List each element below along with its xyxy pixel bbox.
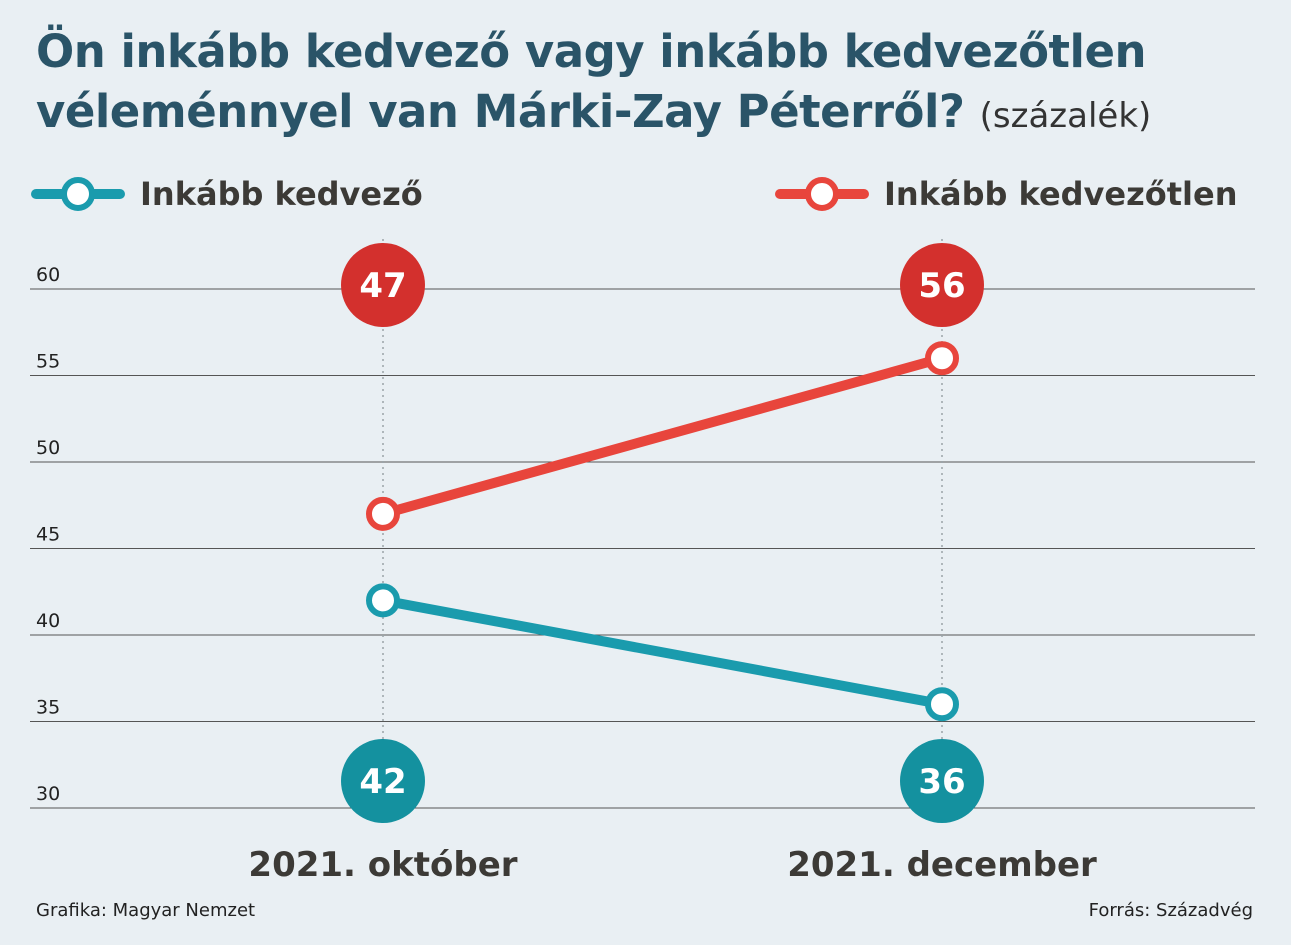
data-point (925, 341, 959, 376)
data-point (366, 583, 400, 618)
y-tick-label: 40 (36, 610, 60, 632)
chart-title: Ön inkább kedvező vagy inkább kedvezőtle… (36, 22, 1276, 146)
value-badge (341, 243, 425, 327)
legend-item-kedvezo: Inkább kedvező (30, 168, 423, 220)
data-label: 42 (359, 762, 406, 802)
legend-marker-kedvezotlen-icon (775, 177, 869, 211)
x-tick-label: 2021. október (248, 845, 517, 885)
x-tick-label: 2021. december (787, 845, 1097, 885)
y-tick-label: 45 (36, 524, 60, 546)
y-tick-label: 50 (36, 437, 60, 459)
data-label: 56 (918, 266, 965, 306)
y-tick-label: 60 (36, 264, 60, 286)
legend-label-kedvezo: Inkább kedvező (140, 175, 423, 213)
data-label: 47 (359, 266, 406, 306)
series-line-1 (378, 353, 947, 519)
value-badge (341, 739, 425, 823)
data-point (366, 496, 400, 531)
legend-label-kedvezotlen: Inkább kedvezőtlen (884, 175, 1238, 213)
legend-marker-kedvezo-icon (31, 177, 125, 211)
value-badge (900, 243, 984, 327)
legend-item-kedvezotlen: Inkább kedvezőtlen (774, 168, 1237, 220)
footer-source: Forrás: Századvég (1088, 900, 1253, 921)
chart-title-unit: (százalék) (979, 96, 1152, 136)
footer-credit: Grafika: Magyar Nemzet (36, 900, 256, 921)
data-label: 36 (918, 762, 965, 802)
y-tick-label: 55 (36, 351, 60, 373)
data-point (925, 687, 959, 722)
series-line-0 (378, 595, 947, 710)
chart-title-main: Ön inkább kedvező vagy inkább kedvezőtle… (36, 25, 1147, 138)
value-badge (900, 739, 984, 823)
y-tick-label: 35 (36, 697, 60, 719)
y-tick-label: 30 (36, 783, 60, 805)
